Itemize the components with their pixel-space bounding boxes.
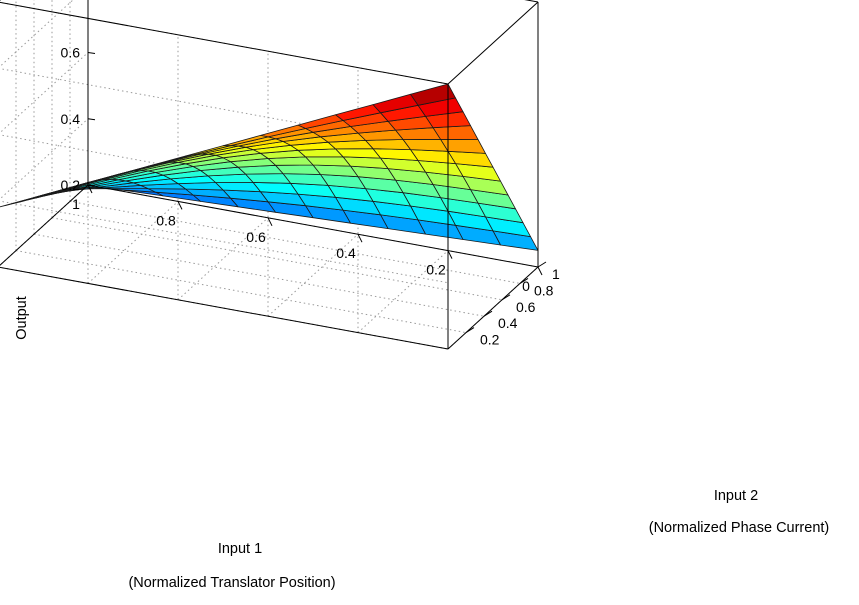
- top-edge: [524, 0, 539, 3]
- back-edge: [0, 266, 449, 350]
- x-tick-mark: [267, 217, 273, 227]
- x-tick-label: 0.8: [156, 212, 176, 228]
- x-tick-mark: [357, 233, 363, 243]
- y-tick-label: 0.6: [516, 299, 536, 315]
- y-tick-label: 1: [552, 266, 560, 282]
- x-axis-label-line2: (Normalized Translator Position): [128, 575, 335, 591]
- z-tick-label: 0.2: [61, 177, 81, 193]
- back-edge: [0, 184, 89, 266]
- x-tick-mark: [87, 184, 93, 194]
- y-tick-label: 0.4: [498, 315, 518, 331]
- y-tick-mark: [537, 261, 547, 268]
- top-edge: [0, 0, 1, 1]
- front-edge: [447, 266, 539, 350]
- y-tick-label: 0.2: [480, 332, 500, 348]
- x-tick-label: 0.6: [246, 229, 266, 245]
- x-tick-label: 0.4: [336, 245, 356, 261]
- grid-line: [33, 233, 485, 317]
- y-tick-mark: [519, 277, 529, 284]
- z-tick-mark: [87, 118, 96, 121]
- surface-mesh: [0, 83, 539, 251]
- y-tick-mark: [501, 294, 511, 301]
- x-tick-mark: [537, 266, 543, 276]
- z-tick-label: 0.6: [61, 45, 81, 61]
- x-tick-label: 0: [522, 278, 530, 294]
- y-tick-mark: [465, 327, 475, 334]
- z-axis-label: Output: [14, 296, 30, 340]
- x-tick-label: 0.2: [426, 262, 446, 278]
- grid-line: [15, 250, 467, 334]
- x-axis-label-line1: Input 1: [218, 541, 262, 557]
- surface-patch: [0, 194, 44, 208]
- y-tick-mark: [483, 310, 493, 317]
- y-axis-label-line2: (Normalized Phase Current): [649, 520, 830, 536]
- top-edge: [0, 1, 449, 85]
- grid-line: [0, 0, 1, 1]
- z-tick-label: 0.4: [61, 111, 81, 127]
- axis-box: [0, 0, 539, 350]
- top-edge: [447, 1, 539, 85]
- x-tick-mark: [177, 201, 183, 210]
- tick-labels: 0.20.40.60.8110.80.60.40.200.20.40.60.81: [61, 45, 560, 348]
- z-tick-mark: [87, 52, 96, 54]
- front-edge: [87, 184, 539, 268]
- z-tick-mark: [87, 184, 96, 187]
- x-tick-mark: [447, 250, 453, 259]
- x-tick-label: 1: [72, 196, 80, 212]
- y-axis-label-line1: Input 2: [714, 488, 758, 504]
- y-tick-label: 0.8: [534, 282, 554, 298]
